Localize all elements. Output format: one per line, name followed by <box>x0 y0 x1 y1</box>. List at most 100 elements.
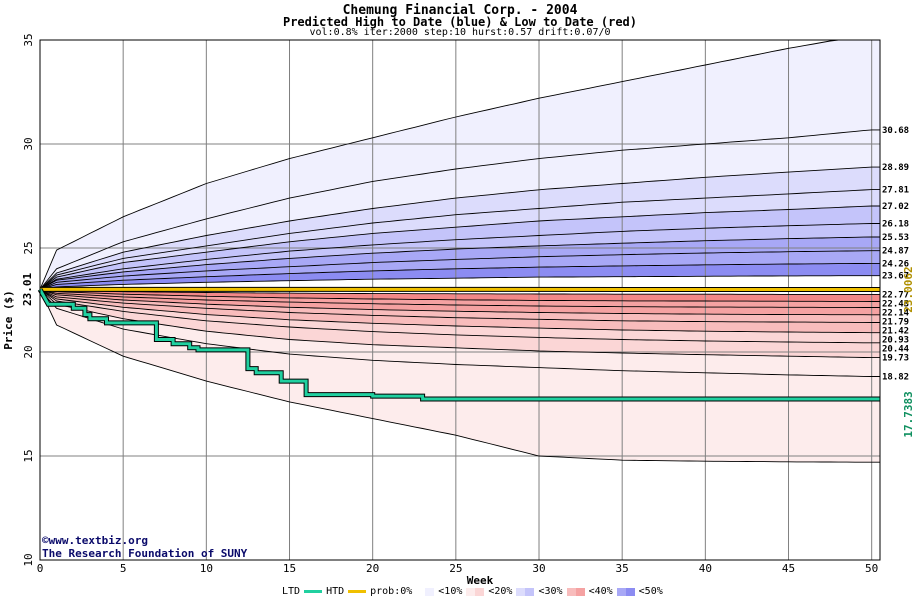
legend-htd-label: HTD <box>326 586 345 597</box>
right-value-label: 28.89 <box>882 163 909 173</box>
quantile-line <box>39 250 880 290</box>
legend-htd-swatch <box>348 590 367 593</box>
quantile-line <box>39 289 880 334</box>
legend-ltd-label: LTD <box>282 586 301 597</box>
red-band <box>40 289 880 302</box>
start-price-label: 23.01 <box>21 272 34 305</box>
quantile-line <box>39 288 880 316</box>
y-tick-label: 35 <box>22 33 35 46</box>
legend: LTD HTD prob:0% <10% <20% <30% <40% <50% <box>282 586 663 597</box>
legend-prob-label: prob:0% <box>370 586 413 597</box>
right-value-label: 27.02 <box>882 202 909 212</box>
blue-band <box>40 223 880 290</box>
axes: 0 5 10 15 20 25 30 35 40 45 50 10 15 20 25 30 35 Week Pric… <box>2 33 881 587</box>
price-series <box>37 286 881 402</box>
quantile-line <box>39 289 880 377</box>
right-value-label: 20.44 <box>882 344 910 354</box>
quantile-line <box>39 129 880 290</box>
x-tick-label: 40 <box>699 562 712 575</box>
y-axis-title: Price ($) <box>2 290 15 350</box>
quantile-line <box>39 205 880 290</box>
quantile-line <box>39 275 880 290</box>
legend-swatch-40 <box>616 587 635 596</box>
blue-band <box>40 237 880 290</box>
quantile-line <box>39 166 880 290</box>
quantile-line <box>39 189 880 290</box>
quantile-line <box>39 262 880 290</box>
quantile-line <box>39 288 880 323</box>
ltd-end-label: 17.7383 <box>902 391 915 437</box>
x-tick-label: 35 <box>616 562 629 575</box>
x-tick-label: 20 <box>366 562 379 575</box>
chart-subtitle: Predicted High to Date (blue) & Low to D… <box>282 15 637 29</box>
chart-labels: 23.01 30.68 28.89 27.81 27.02 26.18 25.53 24.87… <box>21 126 915 438</box>
credit-url[interactable]: www.textbiz.org <box>48 534 148 547</box>
red-band <box>40 289 880 463</box>
legend-ltd-swatch <box>304 590 323 593</box>
right-value-label: 21.42 <box>882 326 909 336</box>
x-tick-label: 10 <box>200 562 213 575</box>
right-value-label: 18.82 <box>882 373 909 383</box>
quantile-line <box>39 288 880 308</box>
blue-band <box>40 250 880 290</box>
plot-frame <box>39 39 881 561</box>
x-axis-title: Week <box>467 574 494 587</box>
quantile-line <box>39 223 880 290</box>
right-value-label: 24.26 <box>882 259 909 269</box>
x-tick-label: 25 <box>449 562 462 575</box>
y-tick-label: 15 <box>22 449 35 462</box>
right-value-label: 26.18 <box>882 219 909 229</box>
blue-band <box>40 189 880 290</box>
right-value-label: 21.79 <box>882 317 909 327</box>
credit-org: The Research Foundation of SUNY <box>42 547 248 560</box>
legend-b50-label: <50% <box>638 586 663 597</box>
quantile-line <box>39 39 880 290</box>
quantile-line <box>39 236 880 290</box>
right-value-label: 27.81 <box>882 186 909 196</box>
red-band <box>40 289 880 377</box>
right-value-label: 25.53 <box>882 233 909 243</box>
blue-band <box>40 129 880 290</box>
red-band <box>40 289 880 315</box>
red-band <box>40 289 880 333</box>
ltd-line <box>38 288 880 401</box>
quantile-lines <box>39 39 880 463</box>
blue-band <box>40 167 880 290</box>
x-tick-label: 15 <box>283 562 296 575</box>
legend-b40-label: <40% <box>588 586 613 597</box>
chart-params: vol:0.8% iter:2000 step:10 hurst:0.57 dr… <box>309 27 611 38</box>
legend-swatch-0 <box>416 587 435 596</box>
legend-b10-label: <10% <box>438 586 463 597</box>
legend-b30-label: <30% <box>538 586 563 597</box>
y-tick-label: 30 <box>22 137 35 150</box>
right-value-label: 19.73 <box>882 354 909 364</box>
credit-website: ©www.textbiz.org <box>42 534 148 547</box>
right-value-label: 24.87 <box>882 247 909 257</box>
red-band <box>40 289 880 308</box>
x-tick-label: 0 <box>37 562 44 575</box>
legend-b20-label: <20% <box>488 586 513 597</box>
quantile-line <box>39 288 880 302</box>
red-band <box>40 289 880 343</box>
right-value-label: 22.43 <box>882 299 909 309</box>
blue-band <box>40 206 880 290</box>
quantile-line <box>39 288 880 295</box>
legend-swatch-10 <box>466 587 485 596</box>
quantile-line <box>39 289 880 359</box>
y-tick-label: 25 <box>22 241 35 254</box>
legend-swatch-30 <box>566 587 585 596</box>
x-tick-label: 5 <box>120 562 127 575</box>
right-value-label: 30.68 <box>882 126 909 136</box>
x-tick-label: 50 <box>865 562 878 575</box>
right-value-label: 20.93 <box>882 335 909 345</box>
blue-band <box>40 40 880 290</box>
blue-band <box>40 263 880 290</box>
right-value-label: 22.14 <box>882 308 910 318</box>
quantile-line <box>39 289 880 344</box>
right-value-label: 22.77 <box>882 290 909 300</box>
y-tick-label: 20 <box>22 345 35 358</box>
right-value-label: 23.67 <box>882 272 909 282</box>
chart-title: Chemung Financial Corp. - 2004 <box>342 3 578 18</box>
y-tick-label: 10 <box>22 553 35 566</box>
